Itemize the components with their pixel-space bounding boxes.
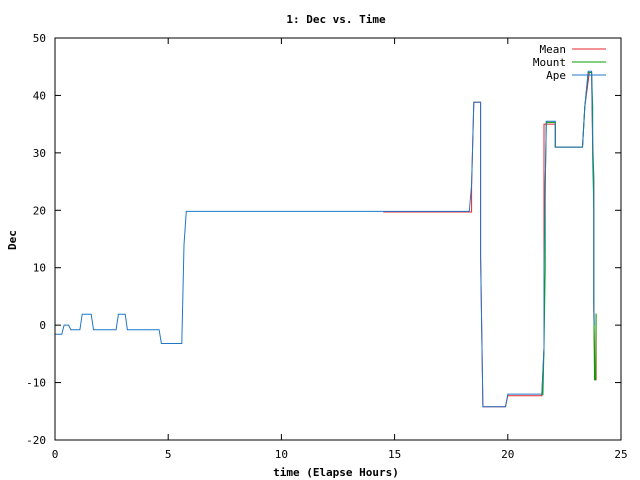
y-tick-label: -20 bbox=[26, 434, 46, 447]
x-tick-label: 15 bbox=[388, 448, 401, 461]
y-tick-label: 40 bbox=[33, 89, 46, 102]
legend-label-mean: Mean bbox=[540, 43, 567, 56]
y-axis-label: Dec bbox=[6, 230, 19, 250]
legend-label-mount: Mount bbox=[533, 56, 566, 69]
x-tick-label: 5 bbox=[165, 448, 172, 461]
chart-title: 1: Dec vs. Time bbox=[286, 13, 386, 26]
y-tick-label: 30 bbox=[33, 147, 46, 160]
y-tick-label: 20 bbox=[33, 204, 46, 217]
x-tick-label: 10 bbox=[275, 448, 288, 461]
plot-frame bbox=[54, 37, 622, 441]
series-line-ape bbox=[55, 70, 595, 408]
y-tick-label: 50 bbox=[33, 32, 46, 45]
y-tick-label: 0 bbox=[39, 319, 46, 332]
legend-label-ape: Ape bbox=[546, 69, 566, 82]
x-tick-label: 0 bbox=[52, 448, 59, 461]
series-lines bbox=[55, 70, 597, 408]
x-tick-label: 25 bbox=[614, 448, 627, 461]
y-tick-label: -10 bbox=[26, 377, 46, 390]
y-tick-label: 10 bbox=[33, 262, 46, 275]
x-tick-label: 20 bbox=[501, 448, 514, 461]
x-axis-label: time (Elapse Hours) bbox=[273, 466, 399, 479]
